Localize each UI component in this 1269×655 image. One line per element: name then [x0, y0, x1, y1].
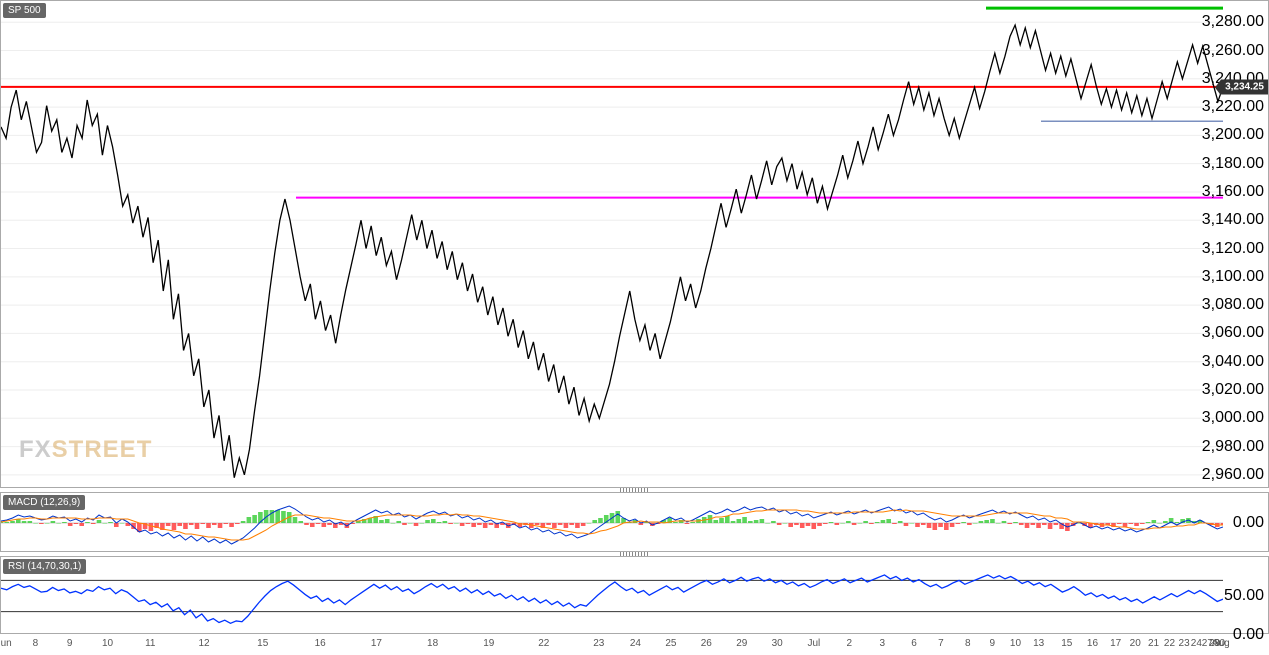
macd-label: MACD (12,26,9)	[3, 495, 85, 510]
price-y-label: 3,200.00	[1202, 126, 1264, 144]
rsi-label: RSI (14,70,30,1)	[3, 559, 86, 574]
x-axis-label: 8	[965, 638, 971, 649]
price-y-label: 3,280.00	[1202, 13, 1264, 31]
x-axis-label: Jun	[0, 638, 12, 649]
price-y-label: 2,980.00	[1202, 438, 1264, 456]
price-y-label: 2,960.00	[1202, 466, 1264, 484]
x-axis-label: 16	[315, 638, 326, 649]
x-axis-label: 17	[1110, 638, 1121, 649]
x-axis-label: 9	[67, 638, 73, 649]
price-y-label: 3,120.00	[1202, 240, 1264, 258]
price-y-label: 3,080.00	[1202, 296, 1264, 314]
rsi-y-label: 0.00	[1233, 626, 1264, 644]
price-chart-panel[interactable]: SP 500 FXSTREET 3,234.25 2,960.00 2,980.0…	[0, 0, 1269, 488]
price-y-label: 3,100.00	[1202, 268, 1264, 286]
x-axis-label: 6	[911, 638, 917, 649]
x-axis-label: 22	[1164, 638, 1175, 649]
x-axis-label: 11	[145, 638, 155, 649]
x-axis-label: 13	[1033, 638, 1044, 649]
price-y-label: 3,020.00	[1202, 381, 1264, 399]
price-y-label: 3,160.00	[1202, 183, 1264, 201]
x-axis-label: 10	[102, 638, 113, 649]
x-axis-label: 25	[665, 638, 676, 649]
x-axis-label: 24	[630, 638, 641, 649]
x-axis-label: Aug	[1212, 638, 1230, 649]
x-axis-label: 21	[1148, 638, 1159, 649]
watermark: FXSTREET	[19, 436, 152, 464]
x-axis-label: 2	[847, 638, 853, 649]
price-y-label: 3,180.00	[1202, 155, 1264, 173]
x-axis-label: 3	[880, 638, 886, 649]
x-axis-label: 10	[1010, 638, 1021, 649]
x-axis-label: 26	[701, 638, 712, 649]
x-axis-label: 24	[1191, 638, 1202, 649]
price-y-label: 3,000.00	[1202, 409, 1264, 427]
panel-resize-handle-1[interactable]	[620, 488, 650, 492]
price-chart-svg	[1, 1, 1223, 489]
x-axis-label: 7	[938, 638, 944, 649]
last-price-tag: 3,234.25	[1221, 79, 1268, 94]
price-y-label: 3,220.00	[1202, 98, 1264, 116]
x-axis-label: 18	[427, 638, 438, 649]
x-axis-label: 29	[736, 638, 747, 649]
price-y-label: 3,260.00	[1202, 42, 1264, 60]
x-axis-label: 16	[1087, 638, 1098, 649]
x-axis: Jun89101112151617181922232425262930Jul23…	[0, 636, 1222, 654]
panel-resize-handle-2[interactable]	[620, 552, 650, 556]
x-axis-label: 15	[257, 638, 268, 649]
rsi-panel[interactable]: RSI (14,70,30,1) 0.0050.00	[0, 556, 1269, 634]
rsi-svg	[1, 557, 1223, 635]
rsi-y-label: 50.00	[1224, 587, 1264, 605]
x-axis-label: 23	[593, 638, 604, 649]
x-axis-label: 15	[1061, 638, 1072, 649]
x-axis-label: 30	[772, 638, 783, 649]
price-y-label: 3,040.00	[1202, 353, 1264, 371]
price-y-label: 3,060.00	[1202, 324, 1264, 342]
x-axis-label: 22	[538, 638, 549, 649]
x-axis-label: 23	[1179, 638, 1190, 649]
x-axis-label: 20	[1130, 638, 1141, 649]
x-axis-label: 9	[989, 638, 995, 649]
x-axis-label: 17	[371, 638, 382, 649]
macd-panel[interactable]: MACD (12,26,9) 0.00	[0, 492, 1269, 552]
macd-svg	[1, 493, 1223, 553]
instrument-label: SP 500	[3, 3, 46, 18]
price-y-label: 3,140.00	[1202, 211, 1264, 229]
macd-y-label: 0.00	[1233, 514, 1264, 532]
x-axis-label: 8	[33, 638, 39, 649]
x-axis-label: Jul	[807, 638, 820, 649]
x-axis-label: 19	[483, 638, 494, 649]
x-axis-label: 12	[199, 638, 210, 649]
